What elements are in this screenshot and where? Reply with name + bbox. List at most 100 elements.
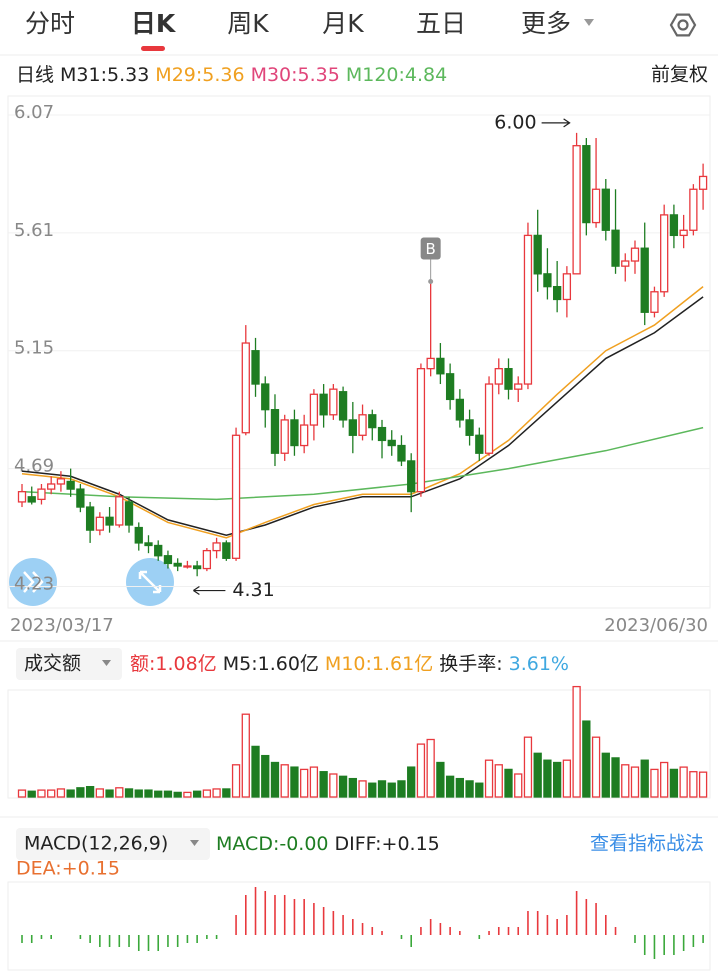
- volume-bar: [105, 789, 114, 798]
- candle-body: [115, 496, 124, 526]
- fullscreen-icon: [138, 570, 162, 594]
- volume-bar: [154, 790, 163, 798]
- candle-body: [397, 444, 406, 462]
- date-end: 2023/06/30: [604, 615, 708, 636]
- volume-bar: [475, 782, 484, 798]
- volume-bar: [17, 789, 27, 798]
- candle-body: [163, 555, 173, 565]
- candle-body: [669, 214, 679, 237]
- tab[interactable]: 日K: [131, 9, 177, 38]
- volume-bar: [436, 761, 445, 798]
- dea-label: DEA:+0.15: [16, 858, 120, 880]
- annotation-arrow: [193, 586, 226, 596]
- volume-bar: [329, 773, 338, 798]
- tab[interactable]: 分时: [25, 9, 75, 38]
- volume-bar: [416, 743, 426, 798]
- volume-bar: [222, 788, 231, 798]
- volume-label: M10:1.61亿: [325, 653, 433, 675]
- volume-bar: [144, 789, 153, 798]
- volume-bar: [660, 761, 669, 798]
- candle-body: [27, 496, 36, 503]
- volume-label: M5:1.60亿: [223, 653, 319, 675]
- candle-body: [338, 391, 348, 421]
- candle-body: [251, 350, 260, 385]
- volume-bar: [562, 759, 572, 798]
- candle-body: [582, 145, 591, 224]
- volume-bar: [533, 752, 542, 798]
- candle-body: [436, 357, 445, 375]
- legend-item: M31:5.33: [60, 64, 149, 86]
- legend-item: M30:5.35: [251, 64, 340, 86]
- macd-title[interactable]: MACD(12,26,9): [24, 833, 168, 855]
- volume-bar: [173, 791, 182, 798]
- volume-bar: [543, 759, 552, 798]
- candle-body: [630, 247, 640, 262]
- candle-body: [85, 506, 95, 531]
- settings-icon[interactable]: [669, 13, 697, 37]
- legend-name: 日线: [16, 64, 54, 86]
- macd-selector[interactable]: [16, 828, 210, 860]
- candle-body: [329, 388, 338, 416]
- volume-bar: [514, 773, 523, 798]
- marker-label: B: [426, 240, 436, 258]
- tab[interactable]: 更多: [521, 9, 571, 38]
- label-row: 额:1.08亿 M5:1.60亿 M10:1.61亿 换手率: 3.61%: [130, 653, 569, 675]
- volume-bar: [630, 766, 640, 798]
- candle-body: [56, 478, 66, 485]
- volume-bar: [76, 787, 85, 798]
- tab[interactable]: 周K: [227, 9, 269, 38]
- volume-bar: [387, 782, 396, 798]
- expand-icon: [23, 571, 44, 593]
- volume-bar: [621, 764, 630, 798]
- volume-bar: [300, 768, 309, 798]
- volume-label: 额:1.08亿: [130, 653, 217, 675]
- volume-bar: [85, 786, 95, 798]
- volume-bar: [270, 761, 280, 798]
- volume-bar: [27, 790, 36, 798]
- volume-bar: [669, 768, 679, 798]
- candle-body: [76, 488, 85, 508]
- candle-body: [212, 542, 221, 552]
- volume-bar: [591, 736, 601, 798]
- tab[interactable]: 月K: [322, 9, 364, 38]
- label-row: MACD:-0.00 DIFF:+0.15: [216, 833, 440, 855]
- volume-bar: [202, 789, 212, 798]
- indicator-link[interactable]: 查看指标战法: [590, 833, 704, 855]
- candle-body: [144, 542, 153, 547]
- dropdown-arrow: [190, 840, 199, 846]
- candle-body: [124, 501, 134, 526]
- candle-body: [601, 188, 610, 231]
- volume-bar: [241, 713, 250, 798]
- candle-body: [231, 434, 241, 559]
- volume-bar: [445, 775, 455, 798]
- candle-body: [290, 419, 299, 447]
- candle-body: [241, 342, 250, 434]
- candle-body: [105, 516, 114, 526]
- volume-bar: [601, 752, 610, 798]
- y-tick-label: 5.15: [14, 338, 54, 359]
- volume-bar: [280, 764, 289, 798]
- volume-bar: [338, 775, 348, 798]
- volume-bar: [650, 768, 659, 798]
- candle-body: [183, 565, 192, 568]
- candle-body: [309, 393, 319, 426]
- volume-bar: [47, 789, 56, 798]
- annotation: 6.00: [494, 111, 536, 133]
- volume-bar: [261, 754, 270, 798]
- tab[interactable]: 五日: [416, 9, 466, 38]
- volume-bar: [572, 685, 581, 798]
- candle-body: [679, 229, 688, 237]
- volume-label: 换手率:: [439, 653, 502, 675]
- adjust-label[interactable]: 前复权: [651, 64, 708, 86]
- candle-body: [533, 234, 542, 275]
- volume-title[interactable]: 成交额: [24, 653, 81, 675]
- date-start: 2023/03/17: [10, 615, 114, 636]
- candle-body: [591, 188, 601, 224]
- volume-bar: [679, 766, 688, 798]
- candle-body: [572, 145, 581, 275]
- candle-body: [154, 544, 163, 557]
- annotation-arrow: [541, 118, 571, 128]
- volume-bar: [465, 780, 474, 798]
- volume-selector[interactable]: [16, 648, 122, 680]
